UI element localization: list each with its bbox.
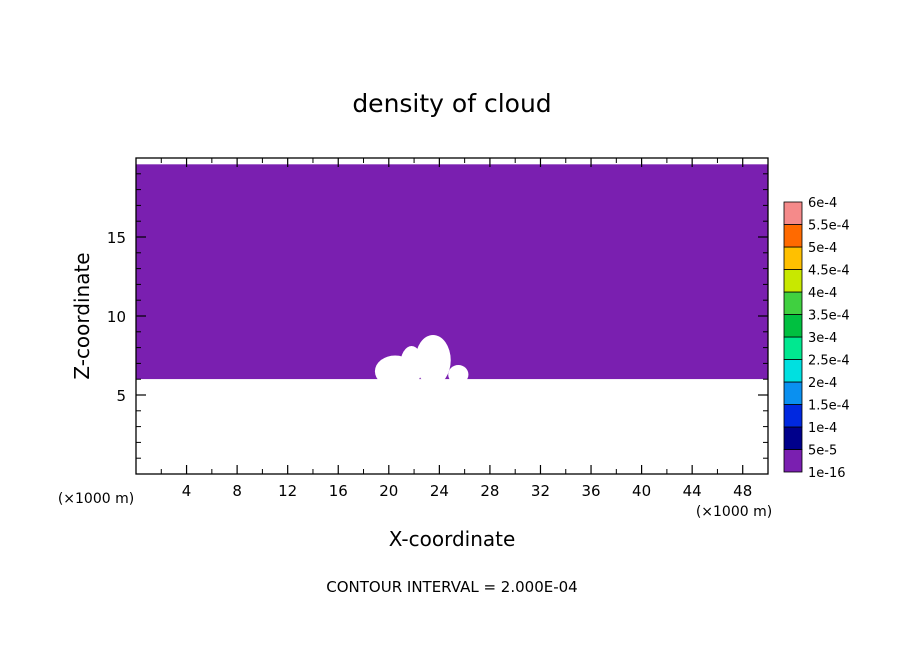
- legend-label: 1.5e-4: [808, 399, 850, 414]
- x-tick-label: 44: [683, 482, 702, 500]
- x-tick-label: 8: [232, 482, 242, 500]
- x-tick-label: 20: [379, 482, 398, 500]
- legend-label: 6e-4: [808, 196, 837, 211]
- legend-swatch: [783, 314, 803, 338]
- legend-label: 5e-5: [808, 444, 837, 459]
- legend-swatch: [783, 269, 803, 293]
- x-tick-label: 4: [182, 482, 192, 500]
- legend-swatch: [783, 426, 803, 450]
- legend-swatch: [783, 224, 803, 248]
- legend-label: 2.5e-4: [808, 354, 850, 369]
- cloud-base-layer: [136, 164, 768, 380]
- legend-label: 5.5e-4: [808, 219, 850, 234]
- legend-label: 1e-16: [808, 466, 846, 481]
- x-tick-label: 48: [733, 482, 752, 500]
- legend-swatch: [783, 404, 803, 428]
- x-unit-label: (×1000 m): [696, 504, 772, 520]
- clear-air-gap-3: [448, 364, 469, 384]
- x-tick-label: 40: [632, 482, 651, 500]
- legend-label: 3.5e-4: [808, 309, 850, 324]
- x-tick-label: 12: [278, 482, 297, 500]
- legend-swatch: [783, 449, 803, 473]
- x-tick-label: 28: [480, 482, 499, 500]
- x-tick-label: 36: [581, 482, 600, 500]
- density-field: [136, 164, 768, 474]
- legend-label: 5e-4: [808, 241, 837, 256]
- contour-interval-note: CONTOUR INTERVAL = 2.000E-04: [326, 578, 577, 596]
- chart-title: density of cloud: [352, 89, 551, 118]
- y-tick-label: 10: [107, 308, 126, 326]
- legend-swatch: [783, 336, 803, 360]
- x-tick-label: 16: [329, 482, 348, 500]
- clear-air-gap-2: [400, 346, 423, 384]
- clear-air-region: [136, 379, 768, 474]
- legend-label: 1e-4: [808, 421, 837, 436]
- x-axis-label: X-coordinate: [389, 527, 516, 551]
- legend-label: 4.5e-4: [808, 264, 850, 279]
- x-tick-label: 32: [531, 482, 550, 500]
- legend-swatch: [783, 291, 803, 315]
- legend-label: 2e-4: [808, 376, 837, 391]
- legend-label: 4e-4: [808, 286, 837, 301]
- legend-swatch: [783, 201, 803, 225]
- y-unit-label: (×1000 m): [58, 491, 134, 507]
- clear-air-gap-1: [415, 334, 451, 386]
- x-tick-label: 24: [430, 482, 449, 500]
- legend-swatch: [783, 381, 803, 405]
- legend-label: 3e-4: [808, 331, 837, 346]
- y-axis-label: Z-coordinate: [70, 252, 94, 379]
- y-tick-label: 15: [107, 229, 126, 247]
- y-tick-label: 5: [116, 387, 126, 405]
- legend-swatch: [783, 246, 803, 270]
- colorbar-legend: 1e-16 5e-5 1e-4 1.5e-4 2e-4 2.5e-4 3e-4 3.5e-4 4…: [783, 196, 850, 481]
- legend-swatch: [783, 359, 803, 383]
